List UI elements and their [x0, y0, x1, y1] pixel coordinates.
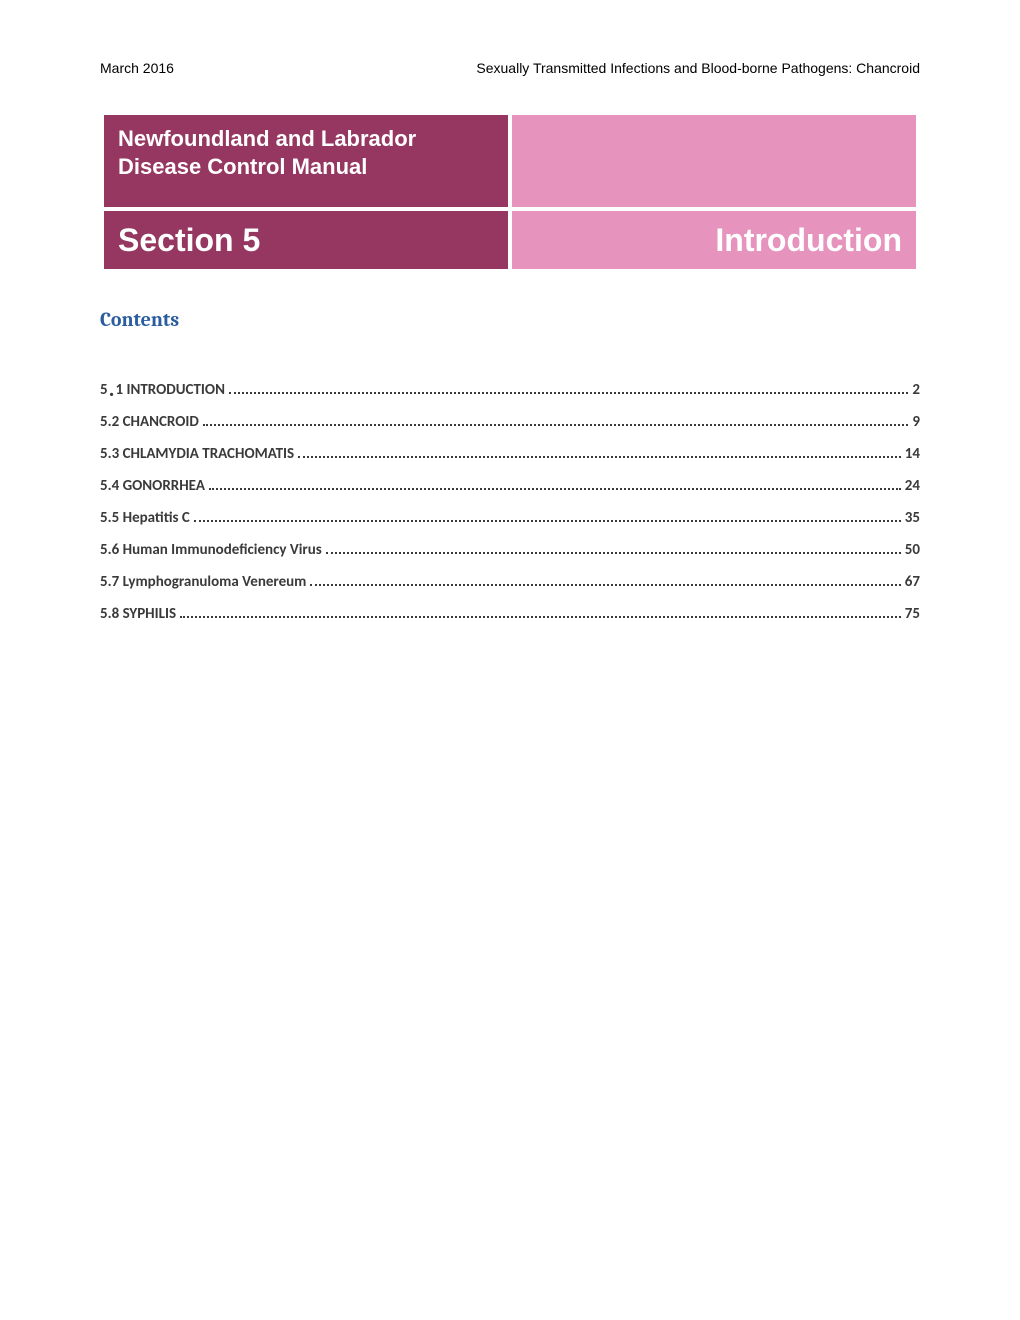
toc-leader-dots [326, 552, 901, 554]
toc-leader-dots [298, 456, 901, 458]
toc-entry[interactable]: 5.3 CHLAMYDIA TRACHOMATIS 14 [100, 445, 920, 463]
section-label: Section 5 [118, 221, 494, 259]
toc-label: 5.6 Human Immunodeficiency Virus [100, 541, 322, 559]
toc-label: 5.7 Lymphogranuloma Venereum [100, 573, 306, 591]
manual-title: Newfoundland and Labrador Disease Contro… [118, 125, 494, 180]
toc-page-number: 24 [905, 477, 920, 495]
section-name: Introduction [526, 221, 902, 259]
contents-heading: Contents [100, 308, 920, 331]
toc-label: 5.5 Hepatitis C [100, 509, 190, 527]
section-label-cell: Section 5 [104, 211, 508, 269]
toc-leader-dots [194, 520, 901, 522]
toc-page-number: 35 [905, 509, 920, 527]
toc-leader-dots [310, 584, 900, 586]
toc-label: 5.2 CHANCROID [100, 413, 199, 431]
toc-label: 5.3 CHLAMYDIA TRACHOMATIS [100, 445, 294, 463]
toc-entry[interactable]: 5.6 Human Immunodeficiency Virus 50 [100, 541, 920, 559]
table-of-contents: 5.1 INTRODUCTION 2 5.2 CHANCROID 9 5.3 CHL… [100, 381, 920, 623]
toc-page-number: 14 [905, 445, 920, 463]
header-date: March 2016 [100, 60, 174, 76]
toc-label: 5.4 GONORRHEA [100, 477, 205, 495]
toc-entry[interactable]: 5.5 Hepatitis C 35 [100, 509, 920, 527]
toc-leader-dots [180, 616, 901, 618]
title-block: Newfoundland and Labrador Disease Contro… [100, 111, 920, 273]
toc-entry[interactable]: 5.2 CHANCROID 9 [100, 413, 920, 431]
toc-entry[interactable]: 5.4 GONORRHEA 24 [100, 477, 920, 495]
toc-page-number: 50 [905, 541, 920, 559]
toc-page-number: 75 [905, 605, 920, 623]
toc-entry[interactable]: 5.7 Lymphogranuloma Venereum 67 [100, 573, 920, 591]
toc-label: 5.1 INTRODUCTION [100, 381, 225, 399]
title-block-top-right [512, 115, 916, 207]
toc-page-number: 9 [912, 413, 920, 431]
header-doc-title: Sexually Transmitted Infections and Bloo… [476, 60, 920, 76]
page-header: March 2016 Sexually Transmitted Infectio… [100, 60, 920, 76]
toc-page-number: 67 [905, 573, 920, 591]
toc-leader-dots [229, 392, 908, 394]
section-name-cell: Introduction [512, 211, 916, 269]
manual-title-cell: Newfoundland and Labrador Disease Contro… [104, 115, 508, 207]
toc-label: 5.8 SYPHILIS [100, 605, 176, 623]
toc-leader-dots [209, 488, 901, 490]
toc-page-number: 2 [912, 381, 920, 399]
toc-entry[interactable]: 5.8 SYPHILIS 75 [100, 605, 920, 623]
toc-leader-dots [203, 424, 909, 426]
toc-entry[interactable]: 5.1 INTRODUCTION 2 [100, 381, 920, 399]
